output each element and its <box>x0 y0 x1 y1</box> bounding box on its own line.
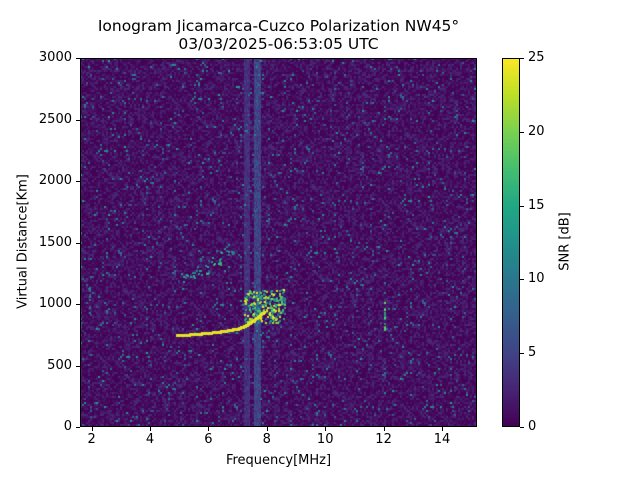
x-tick-label: 8 <box>262 432 271 447</box>
colorbar-tick-label: 5 <box>528 345 537 361</box>
colorbar-tick <box>520 353 524 355</box>
y-tick <box>76 242 80 244</box>
y-axis-title: Virtual Distance[Km] <box>15 174 31 309</box>
colorbar-title: SNR [dB] <box>557 212 573 271</box>
x-tick-label: 4 <box>145 432 155 447</box>
title-line: Ionogram Jicamarca-Cuzco Polarization NW… <box>97 17 460 35</box>
colorbar-tick <box>520 58 524 59</box>
y-tick <box>76 181 80 182</box>
y-tick-label: 0 <box>63 419 72 434</box>
colorbar-frame <box>502 58 520 427</box>
y-tick <box>76 427 80 428</box>
x-tick-label: 10 <box>316 432 334 447</box>
x-tick <box>91 427 93 431</box>
x-tick <box>208 427 210 431</box>
colorbar-tick-label: 20 <box>528 123 545 139</box>
colorbar-tick-label: 25 <box>528 50 545 65</box>
x-tick <box>150 427 152 431</box>
colorbar-tick <box>520 427 524 428</box>
x-tick <box>325 427 327 431</box>
chart-title: Ionogram Jicamarca-Cuzco Polarization NW… <box>80 17 477 53</box>
colorbar-tick-label: 15 <box>528 197 545 213</box>
y-tick-label: 3000 <box>38 50 72 65</box>
ionogram-heatmap <box>80 58 477 427</box>
x-tick <box>266 427 268 431</box>
x-tick-label: 6 <box>204 432 213 447</box>
x-tick-label: 12 <box>375 432 392 447</box>
y-tick <box>76 58 80 59</box>
y-tick-label: 1500 <box>38 234 72 250</box>
x-axis-title: Frequency[MHz] <box>225 453 332 468</box>
x-tick-label: 2 <box>87 432 96 447</box>
colorbar-tick <box>520 205 524 207</box>
y-tick-label: 500 <box>47 357 72 373</box>
x-tick <box>441 427 443 431</box>
y-tick-label: 1000 <box>38 296 72 311</box>
y-tick-label: 2000 <box>38 173 72 188</box>
y-tick <box>76 365 80 367</box>
y-tick-label: 2500 <box>38 111 72 127</box>
colorbar-tick <box>520 279 524 281</box>
colorbar-tick-label: 0 <box>528 419 537 434</box>
x-tick <box>383 427 385 431</box>
colorbar-tick-label: 10 <box>528 271 545 287</box>
colorbar-tick <box>520 131 524 133</box>
y-tick <box>76 304 80 305</box>
x-tick-label: 14 <box>433 432 451 447</box>
y-tick <box>76 119 80 121</box>
colorbar <box>502 58 520 427</box>
subtitle-line: 03/03/2025-06:53:05 UTC <box>178 35 379 53</box>
